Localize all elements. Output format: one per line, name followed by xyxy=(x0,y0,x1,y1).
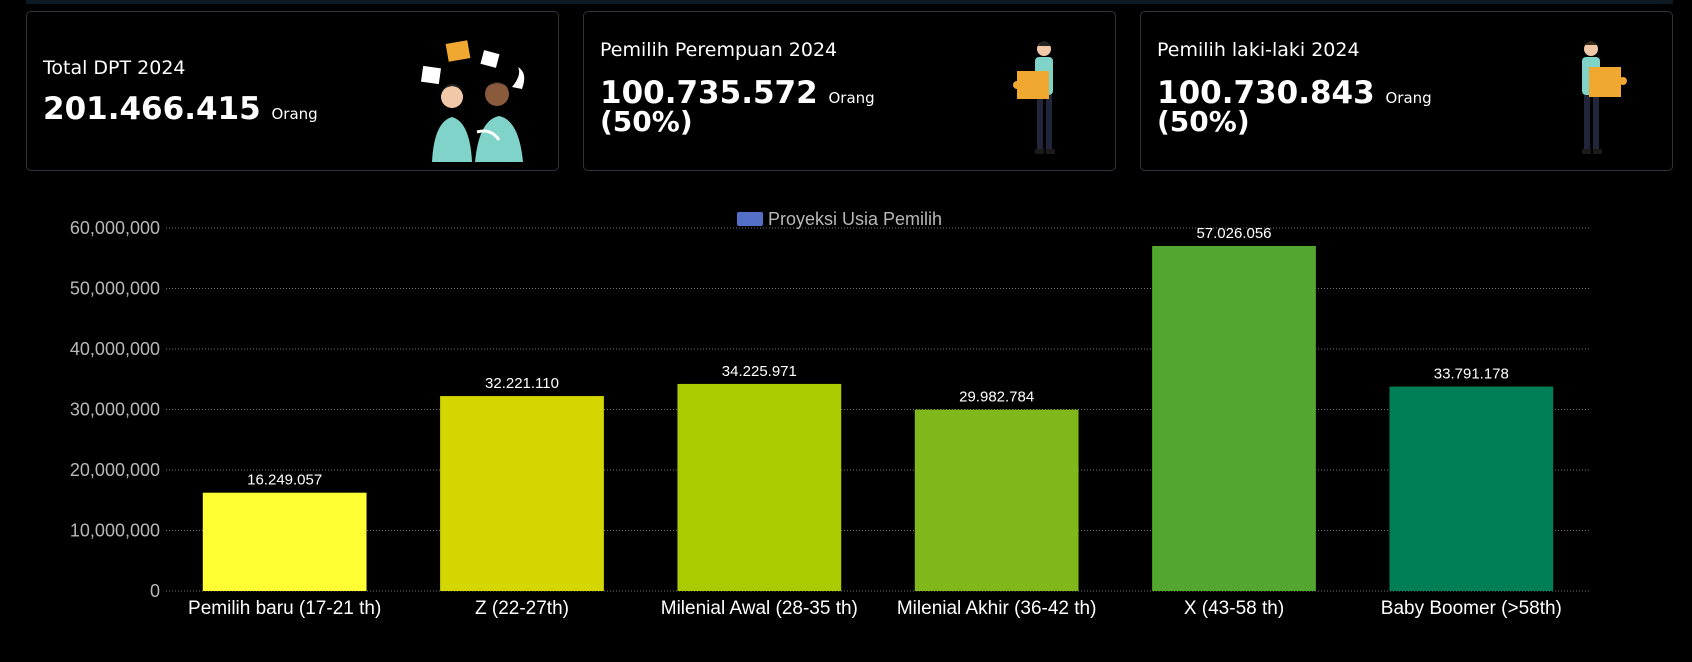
bar[interactable] xyxy=(677,383,842,591)
y-tick-label: 50,000,000 xyxy=(70,279,160,299)
card-value-number: 201.466.415 xyxy=(43,91,261,127)
y-tick-label: 30,000,000 xyxy=(70,400,160,420)
card-percent: (50%) xyxy=(600,105,693,138)
man-holding-puzzle-icon xyxy=(1582,41,1627,154)
y-tick-label: 20,000,000 xyxy=(70,460,160,480)
x-axis: Pemilih baru (17-21 th) Z (22-27th) Mileni… xyxy=(188,598,1562,619)
card-pemilih-perempuan: Pemilih Perempuan 2024 100.735.572 Orang… xyxy=(583,11,1116,171)
card-title: Total DPT 2024 xyxy=(43,57,186,79)
top-strip xyxy=(26,0,1673,4)
card-value: 100.730.843 Orang xyxy=(1157,78,1432,113)
y-tick-label: 10,000,000 xyxy=(70,521,160,541)
card-value-unit: Orang xyxy=(1385,89,1432,107)
y-tick-label: 0 xyxy=(150,581,160,601)
bar-value-label: 16.249.057 xyxy=(247,472,322,489)
card-value: 201.466.415 Orang xyxy=(43,94,318,129)
legend-label: Proyeksi Usia Pemilih xyxy=(768,209,942,229)
bar-value-label: 29.982.784 xyxy=(959,389,1034,406)
card-percent: (50%) xyxy=(1157,105,1250,138)
card-value-unit: Orang xyxy=(828,89,875,107)
chart-legend[interactable]: Proyeksi Usia Pemilih xyxy=(737,209,942,229)
card-value: 100.735.572 Orang xyxy=(600,78,875,113)
bar-value-label: 33.791.178 xyxy=(1434,366,1509,383)
bars: 16.249.057 32.221.110 34.225.971 29.982.784… xyxy=(202,225,1554,591)
bar-value-label: 34.225.971 xyxy=(722,363,797,380)
grid-lines xyxy=(166,227,1590,592)
card-value-unit: Orang xyxy=(271,105,318,123)
card-value-number: 100.730.843 xyxy=(1157,75,1375,111)
y-axis: 0 10,000,000 20,000,000 30,000,000 40,000,00… xyxy=(70,218,160,601)
bar[interactable] xyxy=(1152,245,1316,591)
bar[interactable] xyxy=(440,396,604,591)
y-tick-label: 40,000,000 xyxy=(70,339,160,359)
woman-holding-puzzle-icon xyxy=(1013,41,1055,154)
x-tick-label: Milenial Akhir (36-42 th) xyxy=(897,598,1097,619)
x-tick-label: X (43-58 th) xyxy=(1184,598,1284,619)
card-title: Pemilih Perempuan 2024 xyxy=(600,39,838,61)
x-tick-label: Z (22-27th) xyxy=(475,598,569,619)
card-total-dpt: Total DPT 2024 201.466.415 Orang xyxy=(26,11,559,171)
card-title: Pemilih laki-laki 2024 xyxy=(1157,39,1360,61)
card-pemilih-laki-laki: Pemilih laki-laki 2024 100.730.843 Orang… xyxy=(1140,11,1673,171)
card-value-number: 100.735.572 xyxy=(600,75,818,111)
people-discussion-icon xyxy=(420,40,525,162)
bar-value-label: 57.026.056 xyxy=(1196,225,1271,242)
x-tick-label: Pemilih baru (17-21 th) xyxy=(188,598,381,619)
bar[interactable] xyxy=(1389,386,1554,591)
bar[interactable] xyxy=(202,492,367,591)
x-tick-label: Milenial Awal (28-35 th) xyxy=(661,598,858,619)
bar[interactable] xyxy=(914,409,1079,591)
x-tick-label: Baby Boomer (>58th) xyxy=(1381,598,1562,619)
y-tick-label: 60,000,000 xyxy=(70,218,160,238)
bar-chart: Proyeksi Usia Pemilih 0 10,000,000 20,000,… xyxy=(70,209,1590,619)
legend-swatch xyxy=(737,212,763,226)
bar-value-label: 32.221.110 xyxy=(485,375,559,392)
